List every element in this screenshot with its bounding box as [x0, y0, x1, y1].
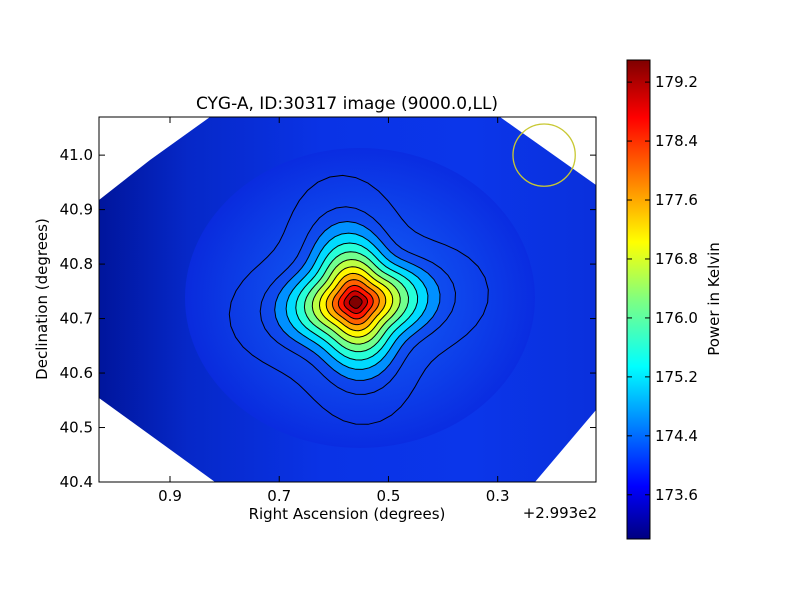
contour-5 [303, 251, 410, 353]
y-axis-label: Declination (degrees) [33, 218, 51, 380]
x-axis-offset-label: +2.993e2 [523, 504, 597, 522]
x-axis-label: Right Ascension (degrees) [249, 505, 446, 523]
contour-10 [337, 284, 374, 320]
y-tick-label-1: 40.5 [60, 419, 93, 437]
x-axis-ticks: 0.9 0.7 0.5 0.3 [158, 117, 510, 505]
x-tick-label-3: 0.3 [486, 487, 510, 505]
y-tick-label-2: 40.6 [60, 364, 93, 382]
y-tick-label-3: 40.7 [60, 310, 93, 328]
source-level-12 [349, 296, 363, 309]
contour-lines [228, 174, 489, 425]
x-tick-label-0: 0.9 [158, 487, 182, 505]
y-tick-label-6: 41.0 [60, 146, 93, 164]
contour-11 [343, 290, 368, 314]
colorbar-gradient [627, 60, 650, 539]
contour-2 [274, 220, 441, 381]
contour-3 [285, 232, 429, 370]
contour-4 [295, 242, 419, 361]
contour-8 [325, 272, 387, 332]
colorbar-frame [626, 59, 651, 540]
contour-7 [318, 266, 394, 338]
cb-tick-label-6: 174.4 [655, 427, 698, 445]
x-tick-label-2: 0.5 [377, 487, 401, 505]
y-tick-label-0: 40.4 [60, 473, 93, 491]
cb-tick-label-1: 178.4 [655, 132, 698, 150]
beam-circle [512, 123, 576, 187]
contour-12 [348, 295, 363, 309]
y-tick-label-5: 40.9 [60, 201, 93, 219]
x-tick-label-1: 0.7 [267, 487, 291, 505]
contour-1 [259, 206, 457, 395]
cb-tick-label-4: 176.0 [655, 309, 698, 327]
cb-tick-label-0: 179.2 [655, 73, 698, 91]
cb-tick-label-2: 177.6 [655, 191, 698, 209]
cb-tick-label-3: 176.8 [655, 250, 698, 268]
heatmap-image [99, 117, 596, 482]
colorbar: 179.2 178.4 177.6 176.8 176.0 175.2 174.4 173.6… [626, 59, 723, 540]
contour-6 [311, 258, 401, 345]
colorbar-label: Power in Kelvin [705, 242, 723, 356]
contour-0 [228, 174, 489, 425]
y-tick-label-4: 40.8 [60, 255, 93, 273]
cb-tick-label-5: 175.2 [655, 368, 698, 386]
axes-frame [98, 116, 597, 483]
cb-tick-label-7: 173.6 [655, 486, 698, 504]
y-axis-ticks: 40.4 40.5 40.6 40.7 40.8 40.9 41.0 [60, 146, 596, 491]
colorbar-ticks: 179.2 178.4 177.6 176.8 176.0 175.2 174.4 173.6 [627, 73, 698, 504]
contour-9 [331, 279, 380, 326]
chart-title: CYG-A, ID:30317 image (9000.0,LL) [196, 94, 498, 114]
